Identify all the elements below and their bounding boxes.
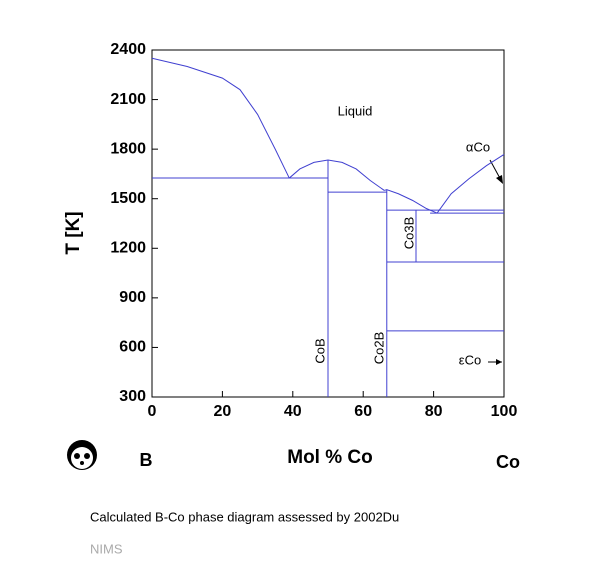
element-label: Co <box>496 452 520 472</box>
y-tick-label: 900 <box>119 289 146 306</box>
y-tick-label: 2100 <box>110 91 146 108</box>
y-tick-label: 1500 <box>110 190 146 207</box>
x-tick-label: 100 <box>491 403 518 420</box>
annotation: Co2B <box>371 332 386 365</box>
logo <box>67 440 97 470</box>
phase-boundary <box>288 159 385 191</box>
y-tick-label: 2400 <box>110 41 146 58</box>
annotation: Liquid <box>338 103 373 118</box>
phase-boundary <box>436 154 505 214</box>
annotation: αCo <box>466 139 490 154</box>
phase-boundary <box>151 57 290 179</box>
arrow-head <box>496 175 503 184</box>
y-axis-label: T [K] <box>63 211 84 254</box>
arrow-head <box>496 359 502 365</box>
caption: Calculated B-Co phase diagram assessed b… <box>90 509 399 524</box>
y-tick-label: 1800 <box>110 140 146 157</box>
y-tick-label: 600 <box>119 339 146 356</box>
phase-boundary <box>384 189 438 214</box>
annotation: εCo <box>459 352 481 367</box>
x-tick-label: 40 <box>284 403 302 420</box>
y-tick-label: 1200 <box>110 240 146 257</box>
y-tick-label: 300 <box>119 388 146 405</box>
x-tick-label: 0 <box>148 403 157 420</box>
x-tick-label: 80 <box>425 403 443 420</box>
annotation: CoB <box>312 338 327 363</box>
x-tick-label: 20 <box>214 403 232 420</box>
x-tick-label: 60 <box>354 403 372 420</box>
source: NIMS <box>90 541 123 556</box>
element-label: B <box>140 450 153 470</box>
annotation: Co3B <box>401 217 416 250</box>
x-axis-label: Mol % Co <box>287 447 373 468</box>
